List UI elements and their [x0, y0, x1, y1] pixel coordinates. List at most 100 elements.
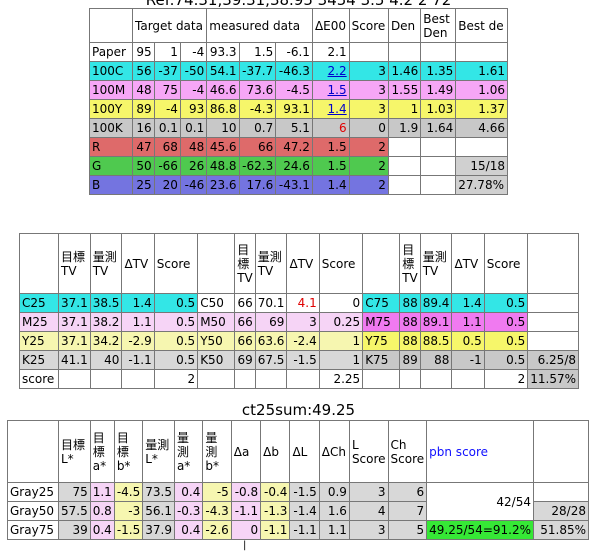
cell: 7 — [387, 501, 428, 521]
cell — [58, 369, 91, 389]
gray-score-percent: 51.85% — [533, 520, 589, 540]
cell — [387, 137, 422, 157]
de00-link[interactable]: 1.5 — [311, 80, 350, 100]
cell: 1.35 — [420, 61, 457, 81]
cell: 0.1 — [153, 118, 181, 138]
cell: 68 — [153, 137, 181, 157]
cell: 3 — [348, 61, 389, 81]
header-target-tv: 目標TV — [58, 233, 91, 294]
cell: 1.49 — [420, 80, 457, 100]
table-row-y: Y25 37.1 34.2 -2.9 0.5 Y50 66 63.6 -2.4 … — [19, 331, 579, 351]
header-dch: ΔCh — [318, 420, 350, 483]
header-measured-b: 量測b* — [202, 420, 232, 483]
cell: 48 — [179, 137, 208, 157]
cell: -1.3 — [260, 501, 291, 521]
header-de00: ΔE00 — [311, 8, 350, 43]
cell: 10 — [206, 118, 240, 138]
cell: 25 — [132, 175, 155, 195]
cell: 37.1 — [58, 293, 91, 313]
cell: 37.1 — [58, 312, 91, 332]
best-de-fraction: 15/18 — [455, 156, 508, 176]
cell: -4 — [179, 42, 208, 62]
cell: 3 — [286, 312, 320, 332]
cell: 1.1 — [89, 482, 115, 502]
row-label: Y25 — [19, 331, 59, 351]
cell: 1.4 — [451, 293, 485, 313]
cell: -46 — [179, 175, 208, 195]
cell — [451, 369, 485, 389]
header-da: Δa — [230, 420, 262, 483]
cell — [419, 369, 453, 389]
cell — [387, 175, 422, 195]
cell: 20 — [153, 175, 181, 195]
table-row-100k: 100K 16 0.1 0.1 10 0.7 5.1 6 0 1.9 1.64 … — [89, 118, 508, 138]
table-header-row: 目標TV 量測TV ΔTV Score 目標TV 量測TV ΔTV Score … — [19, 233, 579, 294]
row-label: 100K — [89, 118, 133, 138]
cell: 6 — [387, 482, 428, 502]
cell: 88 — [419, 350, 453, 370]
de00-link[interactable]: 2.2 — [311, 61, 350, 81]
table-row-100y: 100Y 89 -4 93 86.8 -4.3 93.1 1.4 3 1 1.0… — [89, 99, 508, 119]
cell — [89, 369, 123, 389]
cell: -1.1 — [230, 501, 262, 521]
cell: 45.6 — [206, 137, 240, 157]
cell: 75 — [58, 482, 91, 502]
cell: 0.5 — [153, 331, 199, 351]
header-dl: ΔL — [289, 420, 320, 483]
row-label: K50 — [197, 350, 236, 370]
cell: -4.3 — [202, 501, 232, 521]
cell: 2 — [483, 369, 529, 389]
row-label: C50 — [197, 293, 236, 313]
cell: 89 — [399, 350, 421, 370]
row-label: Gray50 — [7, 501, 59, 521]
cell: 1.9 — [387, 118, 422, 138]
cell: -1.5 — [286, 350, 320, 370]
cell: 0.1 — [179, 118, 208, 138]
cell: 26 — [179, 156, 208, 176]
cell: 0.25 — [318, 312, 364, 332]
cell: 5 — [387, 520, 428, 540]
dtv-cell-fail: 4.1 — [286, 293, 320, 313]
row-label: 100Y — [89, 99, 133, 119]
de00-link[interactable]: 1.4 — [311, 99, 350, 119]
cell: 67.5 — [254, 350, 288, 370]
cell: 75 — [153, 80, 181, 100]
header-empty — [527, 233, 579, 294]
cell: 1.64 — [420, 118, 457, 138]
row-label: G — [89, 156, 133, 176]
cell: 40 — [89, 350, 123, 370]
cell: -0.8 — [230, 482, 262, 502]
row-label: C25 — [19, 293, 59, 313]
cell: 16 — [132, 118, 155, 138]
header-empty — [19, 233, 59, 294]
de00-link-text[interactable]: 1.4 — [327, 102, 347, 116]
cell: -2.4 — [286, 331, 320, 351]
cell: 0.8 — [89, 501, 115, 521]
cell: 0.5 — [483, 331, 529, 351]
header-best-den: Best Den — [420, 8, 457, 43]
cell: 3 — [348, 80, 389, 100]
cell: -6.1 — [275, 42, 313, 62]
row-label: Paper — [89, 42, 133, 62]
cell: 1.06 — [455, 80, 508, 100]
de00-link-text[interactable]: 2.2 — [327, 64, 347, 78]
tv-score-percent: 11.57% — [527, 369, 579, 389]
cell: 0.4 — [89, 520, 115, 540]
cell: 1.1 — [318, 520, 350, 540]
top-title: Ref:74.31,39.31,38.95 3454 3.5 4.2 2 72 — [145, 0, 452, 9]
de00-link-text[interactable]: 1.5 — [327, 83, 347, 97]
cell: 1.1 — [121, 312, 155, 332]
cell: 86.8 — [206, 99, 240, 119]
cell: 3 — [348, 482, 389, 502]
table-row-paper: Paper 95 1 -4 93.3 1.5 -6.1 2.1 — [89, 42, 508, 62]
cell: 48.8 — [206, 156, 240, 176]
table-row-gray75: Gray75 39 0.4 -1.5 37.9 0.4 -2.6 0 -1.1 … — [7, 520, 589, 540]
row-label: Y75 — [362, 331, 401, 351]
cell: 0 — [318, 293, 364, 313]
cell: 66 — [234, 331, 256, 351]
header-measured-data: measured data — [206, 8, 313, 43]
cell: -37.7 — [238, 61, 277, 81]
cell: 1.5 — [311, 137, 350, 157]
row-label: M50 — [197, 312, 236, 332]
table-row-m: M25 37.1 38.2 1.1 0.5 M50 66 69 3 0.25 M… — [19, 312, 579, 332]
